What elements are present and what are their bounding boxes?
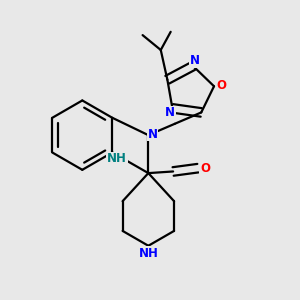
Text: NH: NH (107, 152, 127, 165)
Text: N: N (190, 54, 200, 67)
Text: N: N (148, 128, 158, 141)
Text: O: O (200, 162, 210, 175)
Text: NH: NH (138, 247, 158, 260)
Text: N: N (165, 106, 175, 119)
Text: O: O (217, 79, 226, 92)
